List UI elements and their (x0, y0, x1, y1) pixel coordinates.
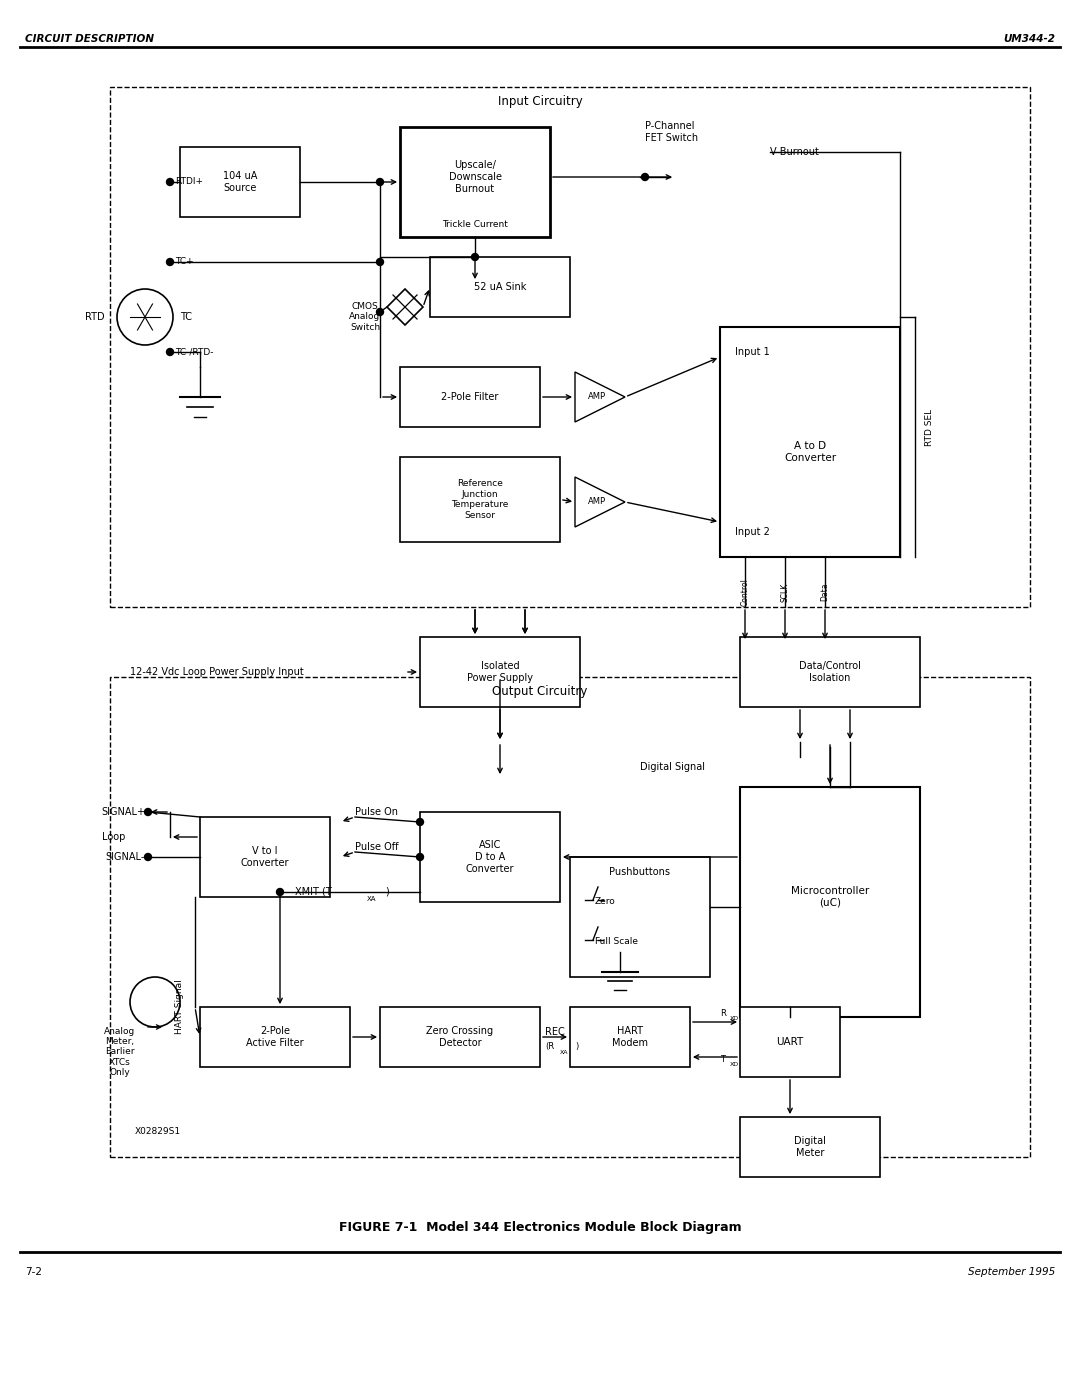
Circle shape (377, 309, 383, 316)
Text: T: T (720, 1055, 725, 1063)
Text: ): ) (575, 1042, 578, 1052)
Bar (740, 787, 920, 1017)
Bar (200, 1007, 350, 1067)
Text: CIRCUIT DESCRIPTION: CIRCUIT DESCRIPTION (25, 34, 154, 43)
Text: Output Circuitry: Output Circuitry (492, 686, 588, 698)
Circle shape (642, 173, 648, 180)
Text: FIGURE 7-1  Model 344 Electronics Module Block Diagram: FIGURE 7-1 Model 344 Electronics Module … (339, 1221, 741, 1234)
Text: Loop: Loop (102, 833, 125, 842)
Bar (110, 678, 1030, 1157)
Bar (400, 457, 561, 542)
Text: ): ) (384, 887, 389, 897)
Text: Control: Control (741, 578, 750, 606)
Circle shape (472, 253, 478, 260)
Text: AMP: AMP (589, 497, 607, 507)
Text: Analog
Meter,
Earlier
XTCs
Only: Analog Meter, Earlier XTCs Only (105, 1027, 136, 1077)
Bar (380, 1007, 540, 1067)
Text: Pulse On: Pulse On (355, 807, 399, 817)
Bar (420, 812, 561, 902)
Circle shape (166, 258, 174, 265)
Text: 7-2: 7-2 (25, 1267, 42, 1277)
Text: R: R (720, 1010, 726, 1018)
Text: Microcontroller
(uC): Microcontroller (uC) (791, 886, 869, 908)
Text: RTD: RTD (85, 312, 105, 321)
Circle shape (166, 179, 174, 186)
Bar (740, 1118, 880, 1178)
Text: TC+: TC+ (175, 257, 193, 267)
Text: SIGNAL+: SIGNAL+ (102, 807, 145, 817)
Text: Input 1: Input 1 (735, 346, 770, 358)
Text: HART
Modem: HART Modem (612, 1027, 648, 1048)
Text: RTDI+: RTDI+ (175, 177, 203, 187)
Bar (720, 327, 900, 557)
Text: XMIT (T: XMIT (T (295, 887, 332, 897)
Text: P-Channel
FET Switch: P-Channel FET Switch (645, 122, 698, 142)
Text: UM344-2: UM344-2 (1003, 34, 1055, 43)
Text: ASIC
D to A
Converter: ASIC D to A Converter (465, 841, 514, 873)
Text: Pushbuttons: Pushbuttons (609, 868, 671, 877)
Bar (180, 147, 300, 217)
Polygon shape (575, 372, 625, 422)
Bar (740, 637, 920, 707)
Circle shape (377, 179, 383, 186)
Circle shape (377, 258, 383, 265)
Text: RTD SEL: RTD SEL (926, 408, 934, 446)
Text: Zero: Zero (595, 897, 616, 907)
Circle shape (145, 854, 151, 861)
Bar (430, 257, 570, 317)
Text: Upscale/
Downscale
Burnout: Upscale/ Downscale Burnout (448, 161, 501, 194)
Circle shape (417, 819, 423, 826)
Text: TC: TC (180, 312, 192, 321)
Bar (740, 1007, 840, 1077)
Text: REC: REC (545, 1027, 565, 1037)
Text: XD: XD (730, 1062, 739, 1066)
Text: Isolated
Power Supply: Isolated Power Supply (467, 661, 534, 683)
Text: XA: XA (561, 1049, 568, 1055)
Text: SIGNAL-: SIGNAL- (106, 852, 145, 862)
Text: Reference
Junction
Temperature
Sensor: Reference Junction Temperature Sensor (451, 479, 509, 520)
Text: Input Circuitry: Input Circuitry (498, 95, 582, 109)
Circle shape (276, 888, 283, 895)
Text: HART Signal: HART Signal (175, 979, 185, 1034)
Text: Input 2: Input 2 (735, 527, 770, 536)
Text: TC-/RTD-: TC-/RTD- (175, 348, 214, 356)
Text: XD: XD (730, 1017, 739, 1021)
Text: V Burnout: V Burnout (770, 147, 819, 156)
Text: Data: Data (821, 583, 829, 601)
Text: Trickle Current: Trickle Current (442, 221, 508, 229)
Bar (400, 127, 550, 237)
Text: Data/Control
Isolation: Data/Control Isolation (799, 661, 861, 683)
Bar (570, 856, 710, 977)
Text: Digital Signal: Digital Signal (640, 761, 705, 773)
Text: CMOS
Analog
Switch: CMOS Analog Switch (349, 302, 380, 332)
Text: UART: UART (777, 1037, 804, 1046)
Text: V to I
Converter: V to I Converter (241, 847, 289, 868)
Text: XA: XA (367, 895, 377, 902)
Polygon shape (387, 289, 423, 326)
Text: A to D
Converter: A to D Converter (784, 441, 836, 462)
Text: Pulse Off: Pulse Off (355, 842, 399, 852)
Text: Digital
Meter: Digital Meter (794, 1136, 826, 1158)
Text: Zero Crossing
Detector: Zero Crossing Detector (427, 1027, 494, 1048)
Bar (570, 1007, 690, 1067)
Text: 104 uA
Source: 104 uA Source (222, 172, 257, 193)
Bar (420, 637, 580, 707)
Text: SCLK: SCLK (781, 583, 789, 602)
Text: (R: (R (545, 1042, 554, 1052)
Text: 2-Pole
Active Filter: 2-Pole Active Filter (246, 1027, 303, 1048)
Circle shape (166, 348, 174, 355)
Text: September 1995: September 1995 (968, 1267, 1055, 1277)
Text: 2-Pole Filter: 2-Pole Filter (442, 393, 499, 402)
Bar (110, 87, 1030, 608)
Text: 52 uA Sink: 52 uA Sink (474, 282, 526, 292)
Bar (200, 817, 330, 897)
Bar (400, 367, 540, 427)
Text: X02829S1: X02829S1 (135, 1127, 181, 1137)
Text: Full Scale: Full Scale (595, 937, 638, 947)
Polygon shape (575, 476, 625, 527)
Text: 12-42 Vdc Loop Power Supply Input: 12-42 Vdc Loop Power Supply Input (130, 666, 303, 678)
Circle shape (417, 854, 423, 861)
Text: AMP: AMP (589, 393, 607, 401)
Circle shape (145, 809, 151, 816)
